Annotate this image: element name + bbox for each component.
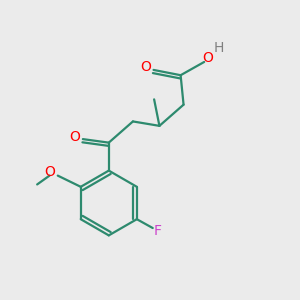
Text: F: F	[154, 224, 162, 238]
Text: O: O	[140, 60, 151, 74]
Text: O: O	[69, 130, 80, 144]
Text: H: H	[214, 41, 224, 55]
Text: O: O	[44, 165, 55, 179]
Text: O: O	[202, 51, 213, 65]
